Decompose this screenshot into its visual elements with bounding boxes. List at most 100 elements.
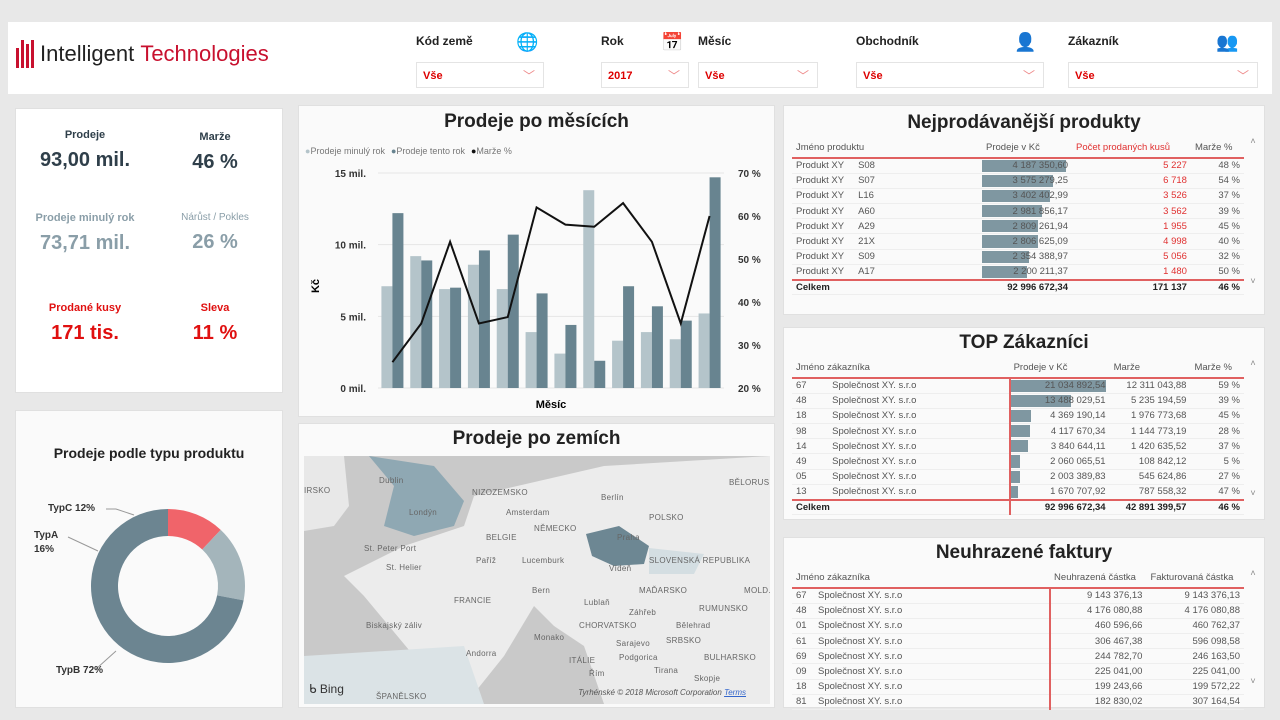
- map-label: MOLD.: [744, 586, 770, 595]
- bar-this-year[interactable]: [478, 250, 490, 388]
- table-cell: 28 %: [1190, 423, 1244, 440]
- kpi-value: 11 %: [192, 322, 238, 344]
- donut-slice[interactable]: [202, 529, 245, 601]
- bar-this-year[interactable]: [709, 177, 721, 388]
- table-cell: 1 976 773,68: [1109, 408, 1191, 425]
- scroll-up-icon[interactable]: ˄: [1250, 568, 1256, 578]
- bar-last-year[interactable]: [467, 264, 479, 388]
- filter-label: Rok: [601, 34, 624, 48]
- table-cell: 545 624,86: [1109, 469, 1191, 485]
- leader-line: [67, 536, 99, 552]
- table-row[interactable]: Produkt XY A29 2 809 261,94 1 955 45 %: [792, 218, 1244, 235]
- col-header[interactable]: Počet prodaných kusů: [1072, 138, 1191, 159]
- month-dropdown[interactable]: Vše ﹀: [698, 62, 818, 88]
- sales-cell: 2 060 065,51: [1009, 453, 1110, 470]
- terms-link[interactable]: Terms: [724, 688, 746, 697]
- table-row[interactable]: Produkt XY 21X 2 806 625,09 4 998 40 %: [792, 233, 1244, 250]
- col-header[interactable]: Fakturovaná částka: [1146, 568, 1244, 589]
- table-cell: 1 144 773,19: [1109, 423, 1191, 440]
- table-cell: 4 176 080,88: [1050, 603, 1147, 619]
- bar-last-year[interactable]: [410, 256, 422, 388]
- y-tick-label: 15 mil.: [335, 169, 366, 180]
- scroll-down-icon[interactable]: ˅: [1250, 488, 1256, 498]
- bar-last-year[interactable]: [583, 190, 595, 388]
- table-cell: 32 %: [1190, 249, 1244, 265]
- kpi-margin: Marže 46 %: [155, 131, 275, 174]
- col-header[interactable]: Marže %: [1190, 358, 1244, 379]
- table-row[interactable]: 18 Společnost XY. s.r.o 199 243,66 199 572,…: [792, 679, 1244, 695]
- bar-this-year[interactable]: [536, 293, 548, 388]
- table-row[interactable]: 67 Společnost XY. s.r.o 9 143 376,13 9 143 …: [792, 588, 1244, 604]
- donut-slice[interactable]: [91, 509, 244, 663]
- col-header[interactable]: Marže: [1109, 358, 1191, 379]
- bar-this-year[interactable]: [450, 287, 462, 388]
- table-row[interactable]: 48 Společnost XY. s.r.o 13 488 029,51 5 235…: [792, 393, 1244, 409]
- kpi-discount: Sleva 11 %: [155, 302, 275, 345]
- donut-title: Prodeje podle typu produktu: [53, 445, 245, 461]
- monthly-sales-panel: Prodeje po měsících ●Prodeje minulý rok …: [298, 105, 775, 417]
- table-cell: 54 %: [1190, 173, 1244, 189]
- table-row[interactable]: Produkt XY S09 2 354 388,97 5 056 32 %: [792, 249, 1244, 265]
- col-header[interactable]: Jméno zákazníka: [792, 568, 1051, 589]
- y2-tick-label: 30 %: [738, 341, 761, 352]
- map-canvas[interactable]: Dublin IRSKO Londýn NIZOZEMSKO Amsterdam Berl…: [304, 456, 770, 704]
- table-row[interactable]: Produkt XY A60 2 981 856,17 3 562 39 %: [792, 203, 1244, 220]
- table-row[interactable]: 81 Společnost XY. s.r.o 182 830,02 307 164,…: [792, 694, 1244, 711]
- table-row[interactable]: 01 Společnost XY. s.r.o 460 596,66 460 762,…: [792, 618, 1244, 635]
- scroll-down-icon[interactable]: ˅: [1250, 276, 1256, 286]
- bar-last-year[interactable]: [640, 332, 652, 388]
- bar-last-year[interactable]: [381, 286, 393, 388]
- col-header[interactable]: Jméno produktu: [792, 138, 982, 159]
- salesperson-dropdown[interactable]: Vše ﹀: [856, 62, 1044, 88]
- table-row[interactable]: 13 Společnost XY. s.r.o 1 670 707,92 787 55…: [792, 484, 1244, 501]
- table-row[interactable]: Produkt XY S07 3 575 279,25 6 718 54 %: [792, 173, 1244, 189]
- donut-slice[interactable]: [168, 509, 221, 550]
- table-row[interactable]: 18 Společnost XY. s.r.o 4 369 190,14 1 976 …: [792, 408, 1244, 425]
- table-row[interactable]: Produkt XY L16 3 402 402,99 3 526 37 %: [792, 188, 1244, 205]
- bar-this-year[interactable]: [680, 320, 692, 388]
- scroll-up-icon[interactable]: ˄: [1250, 358, 1256, 368]
- bar-last-year[interactable]: [525, 332, 537, 388]
- bar-this-year[interactable]: [392, 213, 404, 388]
- map-label: Berlín: [601, 493, 624, 502]
- table-row[interactable]: 61 Společnost XY. s.r.o 306 467,38 596 098,…: [792, 633, 1244, 650]
- customers-title: TOP Zákazníci: [959, 332, 1089, 353]
- year-dropdown[interactable]: 2017 ﹀: [601, 62, 689, 88]
- table-row[interactable]: 48 Společnost XY. s.r.o 4 176 080,88 4 176 …: [792, 603, 1244, 619]
- table-row[interactable]: 05 Společnost XY. s.r.o 2 003 389,83 545 62…: [792, 469, 1244, 485]
- bar-last-year[interactable]: [669, 339, 681, 388]
- product-label: Produkt XY: [796, 175, 845, 187]
- bar-last-year[interactable]: [554, 353, 566, 388]
- bar-this-year[interactable]: [651, 306, 663, 388]
- bar-last-year[interactable]: [439, 289, 451, 388]
- bar-this-year[interactable]: [623, 286, 635, 388]
- table-row[interactable]: 98 Společnost XY. s.r.o 4 117 670,34 1 144 …: [792, 423, 1244, 440]
- map-label: Biskajský záliv: [366, 621, 423, 630]
- scroll-up-icon[interactable]: ˄: [1250, 136, 1256, 146]
- table-cell: 171 137: [1072, 278, 1191, 296]
- sales-cell: 4 187 350,60: [982, 158, 1072, 174]
- country-dropdown[interactable]: Vše ﹀: [416, 62, 544, 88]
- cell-value: 4 187 350,60: [1012, 160, 1068, 172]
- table-row[interactable]: Produkt XY A17 2 200 211,37 1 480 50 %: [792, 264, 1244, 281]
- table-row[interactable]: 09 Společnost XY. s.r.o 225 041,00 225 041,…: [792, 663, 1244, 680]
- customer-dropdown[interactable]: Vše ﹀: [1068, 62, 1258, 88]
- scroll-down-icon[interactable]: ˅: [1250, 676, 1256, 686]
- col-header-sorted[interactable]: Neuhrazená částka: [1050, 568, 1147, 589]
- col-header-sorted[interactable]: Prodeje v Kč: [1009, 358, 1110, 379]
- table-row[interactable]: 69 Společnost XY. s.r.o 244 782,70 246 163,…: [792, 648, 1244, 665]
- table-row[interactable]: Produkt XY S08 4 187 350,60 5 227 48 %: [792, 158, 1244, 174]
- table-row[interactable]: 67 Společnost XY. s.r.o 21 034 892,54 12 31…: [792, 378, 1244, 394]
- table-row[interactable]: 49 Společnost XY. s.r.o 2 060 065,51 108 84…: [792, 453, 1244, 470]
- bar-this-year[interactable]: [594, 360, 606, 388]
- col-header[interactable]: Jméno zákazníka: [792, 358, 1010, 379]
- bar-last-year[interactable]: [698, 313, 710, 388]
- col-header-sorted[interactable]: Prodeje v Kč: [982, 138, 1072, 159]
- bar-last-year[interactable]: [612, 340, 624, 388]
- bar-this-year[interactable]: [507, 234, 519, 388]
- bar-last-year[interactable]: [496, 289, 508, 388]
- bar-this-year[interactable]: [565, 324, 577, 388]
- col-header[interactable]: Marže %: [1190, 138, 1244, 159]
- bar-this-year[interactable]: [421, 260, 433, 388]
- table-row[interactable]: 14 Společnost XY. s.r.o 3 840 644,11 1 420 …: [792, 438, 1244, 455]
